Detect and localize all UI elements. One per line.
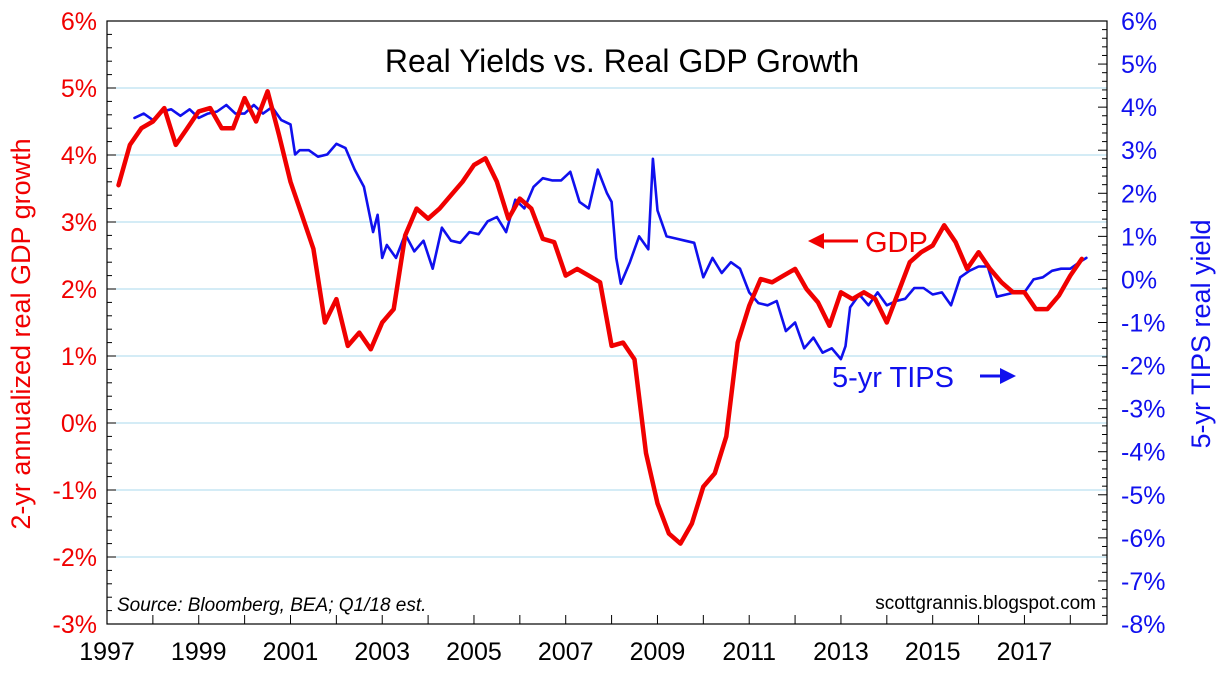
x-tick-label: 2011: [722, 638, 776, 666]
series-lines: [116, 89, 1088, 546]
right-tick-label: -8%: [1121, 611, 1165, 639]
left-tick-label: 1%: [61, 343, 97, 371]
plot-frame: [106, 20, 1108, 625]
gdp-annotation: GDP: [808, 227, 928, 259]
right-tick-label: -5%: [1121, 482, 1165, 510]
gdp-label: GDP: [865, 227, 928, 259]
right-axis-label: 5-yr TIPS real yield: [1186, 219, 1216, 448]
x-tick-label: 1999: [171, 638, 227, 666]
right-tick-label: -6%: [1121, 525, 1165, 553]
tick-marks: [106, 20, 1107, 625]
left-tick-label: -3%: [53, 611, 97, 639]
x-tick-label: 2009: [630, 638, 686, 666]
x-tick-label: 2005: [446, 638, 502, 666]
x-tick-label: 2017: [997, 638, 1053, 666]
tips-label: 5-yr TIPS: [832, 362, 954, 394]
left-tick-label: -1%: [53, 477, 97, 505]
left-tick-label: 0%: [61, 410, 97, 438]
right-tick-label: 3%: [1121, 137, 1157, 165]
right-tick-label: 2%: [1121, 180, 1157, 208]
tips-series-line: [133, 103, 1088, 361]
right-tick-label: 1%: [1121, 223, 1157, 251]
tips-arrow-head-icon: [1000, 368, 1016, 384]
x-tick-label: 1997: [79, 638, 135, 666]
left-tick-label: 6%: [61, 8, 97, 36]
right-tick-label: -1%: [1121, 310, 1165, 338]
gdp-arrow-head-icon: [808, 233, 824, 249]
grid: [107, 87, 1107, 558]
x-tick-label: 2015: [905, 638, 961, 666]
source-note: Source: Bloomberg, BEA; Q1/18 est.: [117, 595, 426, 616]
x-tick-label: 2007: [538, 638, 594, 666]
right-tick-label: 0%: [1121, 266, 1157, 294]
left-tick-label: 5%: [61, 75, 97, 103]
right-axis: 6% 5% 4% 3% 2% 1% 0% -1% -2% -3% -4% -5% -6% -7% -8%: [1121, 8, 1165, 639]
right-tick-label: -2%: [1121, 353, 1165, 381]
credit-text: scottgrannis.blogspot.com: [875, 593, 1096, 614]
right-tick-label: -4%: [1121, 439, 1165, 467]
right-tick-label: 5%: [1121, 51, 1157, 79]
x-axis: 1997 1999 2001 2003 2005 2007 2009 2011 2013 2015…: [79, 638, 1052, 666]
tips-annotation: 5-yr TIPS: [832, 362, 1016, 394]
chart-title: Real Yields vs. Real GDP Growth: [385, 43, 859, 79]
left-tick-label: 2%: [61, 276, 97, 304]
x-tick-label: 2013: [813, 638, 869, 666]
left-tick-label: 4%: [61, 142, 97, 170]
left-axis-label: 2-yr annualized real GDP growth: [6, 138, 36, 529]
x-tick-label: 2001: [263, 638, 319, 666]
right-tick-label: 4%: [1121, 94, 1157, 122]
left-axis: 6% 5% 4% 3% 2% 1% 0% -1% -2% -3%: [53, 8, 97, 639]
x-tick-label: 2003: [354, 638, 410, 666]
right-tick-label: -7%: [1121, 568, 1165, 596]
left-tick-label: -2%: [53, 544, 97, 572]
right-tick-label: 6%: [1121, 8, 1157, 36]
gdp-series-line: [116, 89, 1085, 546]
left-tick-label: 3%: [61, 209, 97, 237]
right-tick-label: -3%: [1121, 396, 1165, 424]
